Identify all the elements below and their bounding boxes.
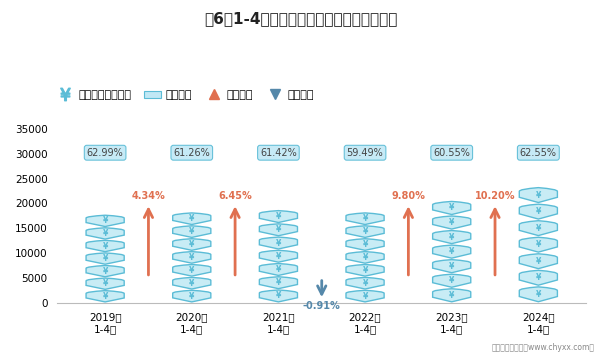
- Text: ¥: ¥: [449, 276, 454, 285]
- PathPatch shape: [519, 287, 557, 302]
- Text: -0.91%: -0.91%: [303, 301, 341, 311]
- PathPatch shape: [346, 277, 384, 289]
- Text: 6.45%: 6.45%: [218, 191, 252, 201]
- PathPatch shape: [519, 254, 557, 269]
- Legend: 累计保费（亿元）, 寿险占比, 同比增加, 同比减少: 累计保费（亿元）, 寿险占比, 同比增加, 同比减少: [52, 86, 319, 105]
- PathPatch shape: [346, 213, 384, 225]
- Text: ¥: ¥: [189, 266, 195, 275]
- Text: ¥: ¥: [189, 279, 195, 288]
- PathPatch shape: [433, 231, 471, 244]
- PathPatch shape: [86, 290, 124, 302]
- Text: ¥: ¥: [535, 290, 541, 299]
- Text: ¥: ¥: [102, 267, 108, 276]
- Text: ¥: ¥: [362, 227, 368, 236]
- Text: ¥: ¥: [362, 253, 368, 262]
- PathPatch shape: [519, 270, 557, 285]
- Text: ¥: ¥: [449, 262, 454, 271]
- Text: ¥: ¥: [276, 252, 281, 261]
- Text: ¥: ¥: [189, 253, 195, 262]
- PathPatch shape: [519, 237, 557, 252]
- PathPatch shape: [519, 204, 557, 219]
- PathPatch shape: [86, 253, 124, 264]
- Text: 62.99%: 62.99%: [87, 148, 123, 158]
- Text: 59.49%: 59.49%: [347, 148, 383, 158]
- Text: 62.55%: 62.55%: [520, 148, 557, 158]
- Text: 制图：智研咨询（www.chyxx.com）: 制图：智研咨询（www.chyxx.com）: [492, 344, 595, 352]
- Text: ¥: ¥: [276, 239, 281, 247]
- Text: ¥: ¥: [102, 279, 108, 288]
- PathPatch shape: [519, 188, 557, 203]
- PathPatch shape: [86, 228, 124, 239]
- PathPatch shape: [346, 252, 384, 263]
- PathPatch shape: [260, 224, 297, 236]
- PathPatch shape: [433, 201, 471, 215]
- Text: ¥: ¥: [362, 292, 368, 300]
- Text: ¥: ¥: [189, 292, 195, 300]
- Text: 61.42%: 61.42%: [260, 148, 297, 158]
- Text: ¥: ¥: [189, 214, 195, 223]
- Text: 10.20%: 10.20%: [475, 191, 515, 201]
- PathPatch shape: [260, 263, 297, 276]
- Text: ¥: ¥: [362, 214, 368, 223]
- Text: ¥: ¥: [449, 218, 454, 227]
- Text: ¥: ¥: [535, 224, 541, 232]
- PathPatch shape: [172, 239, 211, 250]
- PathPatch shape: [346, 226, 384, 237]
- PathPatch shape: [172, 265, 211, 276]
- Text: ¥: ¥: [535, 190, 541, 200]
- Text: 60.55%: 60.55%: [433, 148, 470, 158]
- Text: ¥: ¥: [535, 240, 541, 249]
- PathPatch shape: [346, 265, 384, 276]
- Text: ¥: ¥: [276, 278, 281, 287]
- Text: ¥: ¥: [102, 229, 108, 238]
- PathPatch shape: [433, 289, 471, 302]
- Text: ¥: ¥: [535, 207, 541, 216]
- Text: ¥: ¥: [449, 247, 454, 256]
- PathPatch shape: [433, 245, 471, 258]
- Text: ¥: ¥: [535, 257, 541, 266]
- PathPatch shape: [172, 213, 211, 225]
- PathPatch shape: [172, 277, 211, 289]
- PathPatch shape: [433, 260, 471, 273]
- Text: ¥: ¥: [449, 232, 454, 242]
- PathPatch shape: [172, 226, 211, 237]
- PathPatch shape: [346, 290, 384, 302]
- PathPatch shape: [86, 240, 124, 252]
- PathPatch shape: [519, 221, 557, 236]
- PathPatch shape: [260, 290, 297, 302]
- Text: ¥: ¥: [102, 241, 108, 251]
- PathPatch shape: [433, 274, 471, 287]
- Text: 61.26%: 61.26%: [174, 148, 210, 158]
- Text: ¥: ¥: [449, 204, 454, 213]
- PathPatch shape: [172, 252, 211, 263]
- Text: ¥: ¥: [102, 216, 108, 225]
- Text: 近6年1-4月全国累计原保险保费收入统计图: 近6年1-4月全国累计原保险保费收入统计图: [204, 11, 397, 26]
- Text: ¥: ¥: [276, 225, 281, 234]
- PathPatch shape: [433, 216, 471, 229]
- Text: ¥: ¥: [189, 227, 195, 236]
- Text: 4.34%: 4.34%: [132, 191, 165, 201]
- Text: ¥: ¥: [362, 266, 368, 275]
- Text: ¥: ¥: [276, 212, 281, 221]
- PathPatch shape: [172, 290, 211, 302]
- Text: ¥: ¥: [535, 273, 541, 282]
- Text: ¥: ¥: [102, 254, 108, 263]
- Text: ¥: ¥: [276, 292, 281, 300]
- Text: ¥: ¥: [189, 240, 195, 249]
- Text: ¥: ¥: [102, 292, 108, 301]
- PathPatch shape: [260, 237, 297, 249]
- Text: 9.80%: 9.80%: [391, 191, 426, 201]
- PathPatch shape: [260, 211, 297, 222]
- Text: ¥: ¥: [362, 240, 368, 249]
- PathPatch shape: [260, 250, 297, 262]
- Text: ¥: ¥: [362, 279, 368, 288]
- Text: ¥: ¥: [449, 291, 454, 300]
- PathPatch shape: [86, 278, 124, 289]
- PathPatch shape: [86, 215, 124, 226]
- PathPatch shape: [346, 239, 384, 250]
- PathPatch shape: [86, 266, 124, 277]
- Text: ¥: ¥: [276, 265, 281, 274]
- PathPatch shape: [260, 277, 297, 289]
